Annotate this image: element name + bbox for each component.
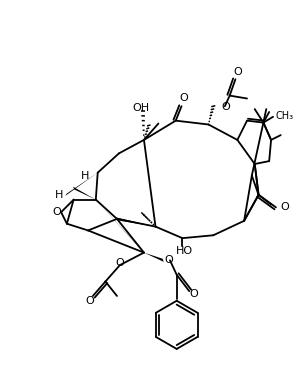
- Text: O: O: [281, 202, 290, 212]
- Text: O: O: [86, 296, 94, 306]
- Text: O: O: [52, 207, 61, 217]
- Text: CH₃: CH₃: [276, 111, 294, 121]
- Polygon shape: [96, 200, 145, 254]
- Text: O: O: [221, 102, 230, 112]
- Text: O: O: [116, 258, 124, 268]
- Text: H: H: [81, 171, 89, 180]
- Polygon shape: [144, 253, 164, 262]
- Text: O: O: [190, 289, 198, 299]
- Text: O: O: [233, 66, 242, 76]
- Text: O: O: [164, 255, 173, 265]
- Polygon shape: [117, 217, 156, 226]
- Text: HO: HO: [176, 246, 193, 256]
- Text: OH: OH: [132, 103, 150, 113]
- Polygon shape: [73, 187, 96, 200]
- Polygon shape: [65, 173, 98, 196]
- Text: H: H: [55, 190, 63, 200]
- Text: O: O: [179, 93, 188, 103]
